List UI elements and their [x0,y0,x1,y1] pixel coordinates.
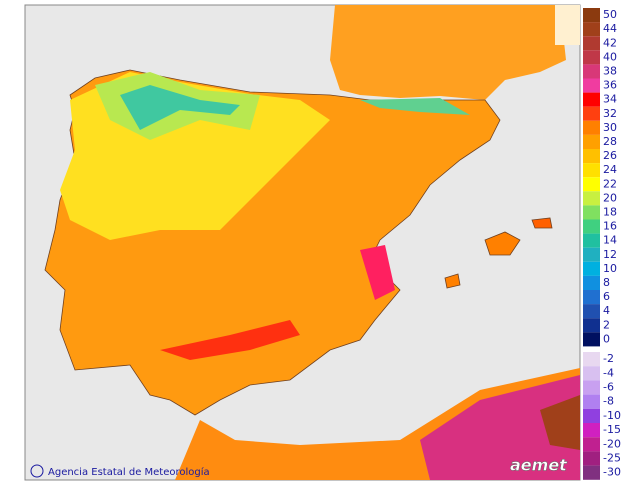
legend-swatch [583,149,600,164]
legend-swatch [583,205,600,220]
legend-swatch [583,394,600,409]
legend-swatch [583,78,600,93]
legend-swatch [583,163,600,178]
legend-label: -25 [603,452,621,465]
legend-label: 18 [603,205,617,218]
legend-label: 2 [603,318,610,331]
map [24,4,581,481]
legend-swatch [583,275,600,290]
legend-swatch [583,50,600,65]
legend-label: 6 [603,290,610,303]
legend-swatch [583,191,600,206]
legend-swatch [583,332,600,347]
legend-swatch [583,233,600,248]
legend-swatch [583,352,600,367]
legend-label: 44 [603,22,617,35]
cantabrian-range [120,85,240,130]
legend: 5044424038363432302826242220181614121086… [583,8,621,480]
legend-label: 32 [603,107,617,120]
legend-swatch [583,465,600,480]
legend-label: -30 [603,466,621,479]
legend-swatch [583,64,600,79]
legend-label: 8 [603,276,610,289]
legend-label: -10 [603,409,621,422]
guadalquivir-hot [160,320,300,360]
credit: Agencia Estatal de Meteorología [30,464,210,478]
legend-swatch [583,290,600,305]
menorca [531,217,553,229]
copyright-icon [30,464,44,478]
legend-label: 0 [603,332,610,345]
france [330,5,566,100]
legend-swatch [583,366,600,381]
credit-text: Agencia Estatal de Meteorología [48,466,210,478]
legend-swatch [583,106,600,121]
logo: aemet [510,456,568,475]
legend-label: 34 [603,93,617,106]
legend-label: 40 [603,50,617,63]
legend-label: 30 [603,121,617,134]
legend-swatch [583,219,600,234]
legend-swatch [583,134,600,149]
legend-label: 24 [603,163,617,176]
legend-label: 26 [603,149,617,162]
legend-swatch [583,247,600,262]
valencia-hot [360,245,395,300]
legend-label: -8 [603,395,614,408]
legend-swatch [583,437,600,452]
legend-label: -20 [603,437,621,450]
legend-label: 42 [603,36,617,49]
legend-label: -2 [603,352,614,365]
legend-swatch [583,8,600,23]
africa-hot [420,375,580,480]
legend-label: 50 [603,8,617,21]
legend-swatch [583,380,600,395]
legend-swatch [583,261,600,276]
legend-label: 22 [603,177,617,190]
legend-swatch [583,177,600,192]
africa-hottest [540,395,580,450]
legend-label: 12 [603,248,617,261]
legend-swatch [583,423,600,438]
legend-label: 28 [603,135,617,148]
legend-label: -4 [603,366,614,379]
italy-edge [555,5,580,45]
legend-swatch [583,92,600,107]
legend-label: 38 [603,64,617,77]
legend-label: 16 [603,220,617,233]
legend-label: -15 [603,423,621,436]
legend-label: 10 [603,262,617,275]
legend-swatch [583,451,600,466]
legend-swatch [583,318,600,333]
legend-label: 4 [603,304,610,317]
legend-swatch [583,22,600,37]
legend-label: 20 [603,191,617,204]
legend-swatch [583,36,600,51]
legend-swatch [583,304,600,319]
pyrenees [360,98,470,115]
legend-swatch [583,408,600,423]
legend-label: 36 [603,79,617,92]
ibiza [444,273,461,289]
legend-swatch [583,120,600,135]
mallorca [484,231,521,256]
legend-label: -6 [603,381,614,394]
legend-label: 14 [603,234,617,247]
